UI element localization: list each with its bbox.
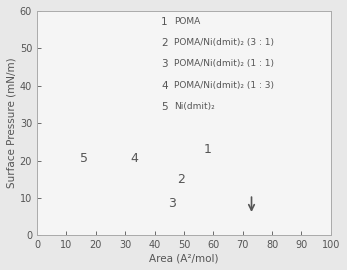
X-axis label: Area (A²/mol): Area (A²/mol) (149, 253, 219, 263)
Text: 4: 4 (161, 80, 168, 90)
Text: 5: 5 (80, 152, 88, 165)
Text: 5: 5 (161, 102, 168, 112)
Text: Ni(dmit)₂: Ni(dmit)₂ (174, 102, 214, 111)
Text: 1: 1 (161, 16, 168, 26)
Text: POMA/Ni(dmit)₂ (3 : 1): POMA/Ni(dmit)₂ (3 : 1) (174, 38, 274, 47)
Text: 2: 2 (161, 38, 168, 48)
Text: 3: 3 (161, 59, 168, 69)
Y-axis label: Surface Pressure (mN/m): Surface Pressure (mN/m) (7, 58, 17, 188)
Text: POMA/Ni(dmit)₂ (1 : 1): POMA/Ni(dmit)₂ (1 : 1) (174, 59, 274, 68)
Text: 2: 2 (177, 173, 185, 186)
Text: POMA: POMA (174, 16, 200, 26)
Text: POMA/Ni(dmit)₂ (1 : 3): POMA/Ni(dmit)₂ (1 : 3) (174, 80, 274, 90)
Text: 1: 1 (203, 143, 211, 156)
Text: 3: 3 (168, 197, 176, 210)
Text: 4: 4 (130, 152, 138, 165)
